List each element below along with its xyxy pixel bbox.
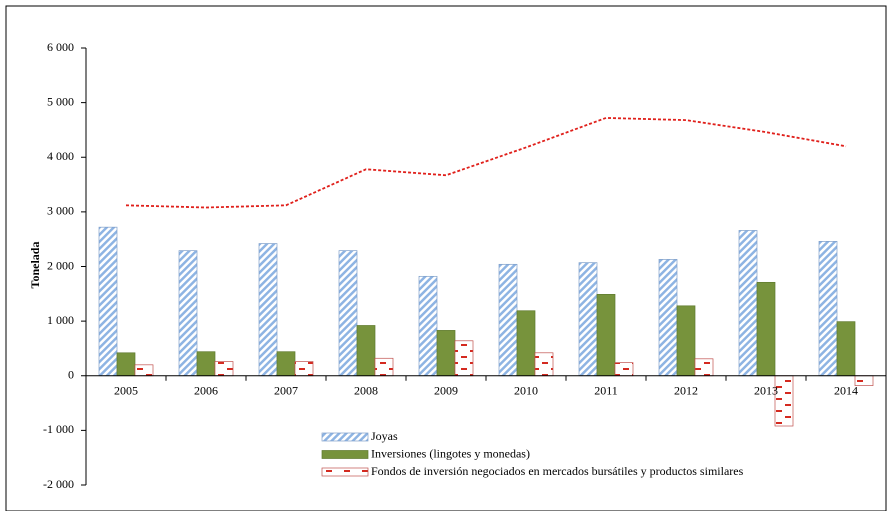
x-tick-label: 2008 bbox=[354, 384, 378, 398]
x-tick-label: 2005 bbox=[114, 384, 138, 398]
x-tick-label: 2013 bbox=[754, 384, 778, 398]
x-tick-label: 2010 bbox=[514, 384, 538, 398]
y-tick-label: 1 000 bbox=[47, 313, 74, 327]
legend-label: Fondos de inversión negociados en mercad… bbox=[371, 464, 744, 478]
y-tick-label: 3 000 bbox=[47, 204, 74, 218]
y-tick-label: 0 bbox=[68, 368, 74, 382]
legend-swatch bbox=[321, 467, 369, 477]
bar bbox=[614, 362, 634, 377]
bar bbox=[694, 358, 714, 377]
legend-label: Inversiones (lingotes y monedas) bbox=[371, 446, 530, 460]
y-tick-label: 6 000 bbox=[47, 40, 74, 54]
bar bbox=[98, 226, 118, 377]
legend-swatch bbox=[321, 450, 369, 459]
bar bbox=[214, 361, 234, 377]
x-tick-label: 2009 bbox=[434, 384, 458, 398]
bar bbox=[134, 364, 154, 377]
y-tick-label: 4 000 bbox=[47, 149, 74, 163]
bar bbox=[418, 275, 438, 377]
y-tick-label: 2 000 bbox=[47, 258, 74, 272]
bar bbox=[338, 250, 358, 377]
bar bbox=[534, 352, 554, 377]
bar bbox=[836, 321, 856, 377]
bar bbox=[436, 330, 456, 377]
y-tick-label: -1 000 bbox=[43, 422, 74, 436]
bar bbox=[658, 259, 678, 377]
bar bbox=[276, 351, 296, 377]
x-tick-label: 2014 bbox=[834, 384, 858, 398]
bar bbox=[116, 352, 136, 377]
bar bbox=[454, 340, 474, 377]
bar bbox=[578, 262, 598, 377]
legend-swatch bbox=[321, 432, 369, 442]
bar bbox=[596, 294, 616, 377]
line bbox=[125, 117, 847, 209]
bar bbox=[738, 230, 758, 377]
bar bbox=[498, 263, 518, 377]
bar bbox=[196, 351, 216, 377]
y-axis-label: Tonelada bbox=[28, 242, 42, 289]
bar bbox=[258, 243, 278, 377]
y-tick-label: 5 000 bbox=[47, 94, 74, 108]
x-tick-label: 2007 bbox=[274, 384, 298, 398]
bar bbox=[756, 281, 776, 377]
x-tick-label: 2012 bbox=[674, 384, 698, 398]
legend-label: Joyas bbox=[371, 429, 398, 443]
bar bbox=[294, 361, 314, 377]
bar bbox=[516, 310, 536, 377]
x-tick-label: 2006 bbox=[194, 384, 218, 398]
bar bbox=[356, 325, 376, 377]
bar bbox=[818, 241, 838, 377]
y-tick-label: -2 000 bbox=[43, 477, 74, 491]
bar bbox=[676, 305, 696, 377]
frame bbox=[5, 5, 887, 511]
bar bbox=[374, 357, 394, 377]
bar bbox=[178, 250, 198, 377]
x-tick-label: 2011 bbox=[594, 384, 618, 398]
